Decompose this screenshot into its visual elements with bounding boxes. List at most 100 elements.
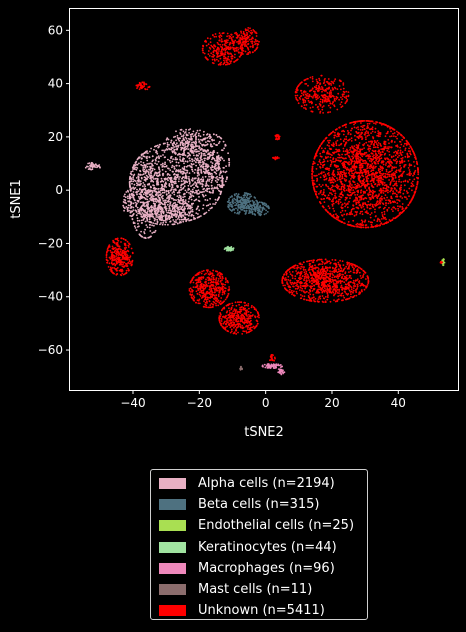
scatter-point: [232, 200, 235, 202]
scatter-point: [402, 207, 404, 210]
scatter-point: [388, 179, 390, 181]
scatter-point: [132, 213, 135, 215]
scatter-point: [148, 223, 151, 226]
scatter-point: [353, 172, 355, 175]
scatter-point: [226, 246, 229, 249]
scatter-point: [328, 192, 331, 194]
scatter-point: [332, 202, 335, 205]
scatter-point: [386, 149, 389, 152]
scatter-point: [355, 203, 358, 206]
scatter-point: [410, 185, 413, 188]
scatter-point: [361, 148, 364, 151]
scatter-point: [374, 150, 377, 153]
scatter-point: [349, 180, 351, 183]
scatter-point: [329, 188, 332, 191]
scatter-point: [395, 216, 398, 219]
scatter-point: [332, 207, 335, 210]
scatter-point: [361, 159, 363, 161]
scatter-point: [161, 149, 164, 152]
scatter-point: [384, 157, 387, 160]
scatter-point: [379, 135, 381, 138]
scatter-point: [376, 203, 379, 206]
scatter-point: [398, 176, 400, 179]
scatter-point: [401, 197, 404, 199]
scatter-point: [332, 181, 335, 184]
scatter-point: [159, 194, 162, 197]
scatter-point: [301, 92, 303, 95]
scatter-point: [358, 152, 361, 155]
scatter-point: [151, 193, 153, 195]
scatter-point: [337, 168, 339, 171]
scatter-point: [393, 151, 395, 154]
scatter-point: [322, 166, 324, 169]
scatter-point: [195, 138, 197, 141]
scatter-point: [331, 193, 333, 196]
scatter-point: [148, 182, 151, 185]
scatter-point: [216, 175, 219, 178]
scatter-point: [316, 174, 318, 177]
scatter-point: [400, 133, 402, 136]
scatter-point: [177, 198, 180, 201]
scatter-point: [356, 132, 359, 135]
scatter-point: [368, 140, 370, 143]
scatter-point: [410, 164, 413, 167]
scatter-point: [355, 171, 357, 174]
scatter-point: [175, 189, 177, 192]
scatter-point: [376, 225, 378, 228]
scatter-point: [361, 126, 364, 129]
scatter-point: [263, 213, 266, 216]
scatter-point: [385, 202, 387, 205]
scatter-point: [332, 185, 334, 188]
scatter-point: [131, 214, 134, 217]
scatter-point: [200, 215, 202, 217]
scatter-point: [377, 177, 380, 180]
scatter-point: [154, 200, 157, 203]
scatter-point: [207, 149, 209, 152]
scatter-point: [251, 210, 254, 213]
scatter-point: [371, 191, 374, 194]
scatter-point: [184, 201, 187, 203]
scatter-point: [360, 182, 363, 185]
scatter-point: [176, 134, 179, 137]
scatter-point: [376, 197, 379, 200]
scatter-point: [321, 142, 324, 144]
scatter-point: [386, 189, 388, 191]
scatter-point: [323, 194, 326, 197]
scatter-point: [235, 207, 237, 210]
scatter-point: [354, 194, 356, 196]
scatter-point: [138, 210, 141, 213]
scatter-point: [417, 168, 419, 170]
scatter-point: [388, 175, 391, 178]
scatter-point: [338, 156, 341, 159]
scatter-point: [171, 160, 174, 163]
scatter-point: [189, 128, 192, 130]
scatter-point: [181, 160, 183, 163]
scatter-point: [164, 179, 166, 181]
scatter-point: [381, 202, 384, 205]
scatter-point: [184, 143, 187, 146]
scatter-point: [205, 164, 208, 167]
scatter-point: [339, 160, 342, 163]
scatter-point: [321, 184, 324, 186]
scatter-point: [383, 213, 386, 216]
scatter-point: [137, 222, 139, 225]
scatter-point: [133, 188, 136, 190]
scatter-point: [396, 202, 399, 205]
scatter-point: [204, 199, 207, 201]
scatter-point: [275, 363, 277, 366]
scatter-point: [243, 192, 246, 194]
scatter-point: [331, 200, 334, 203]
scatter-point: [228, 205, 231, 207]
scatter-point: [312, 160, 315, 163]
scatter-point: [209, 207, 212, 210]
scatter-point: [345, 135, 348, 138]
scatter-point: [201, 191, 204, 193]
scatter-point: [141, 174, 143, 176]
scatter-point: [360, 226, 363, 229]
scatter-point: [154, 202, 156, 205]
scatter-point: [331, 189, 334, 191]
scatter-point: [215, 201, 217, 204]
scatter-point: [139, 234, 142, 237]
scatter-point: [173, 182, 176, 185]
scatter-point: [133, 225, 136, 228]
